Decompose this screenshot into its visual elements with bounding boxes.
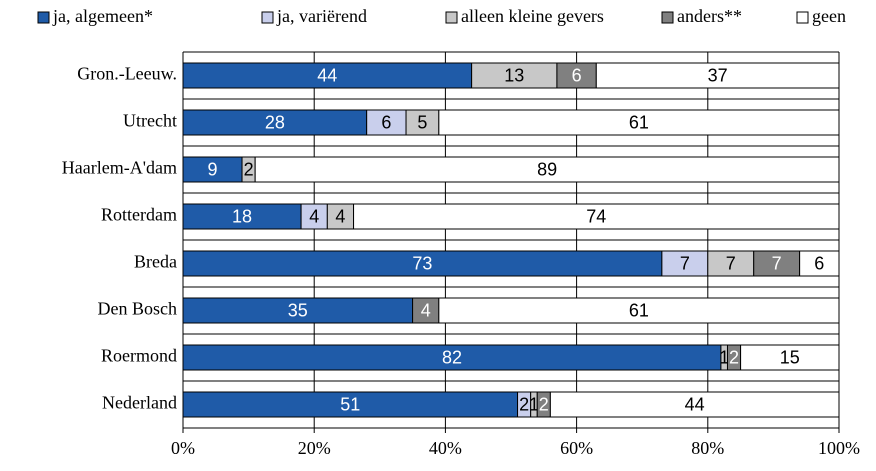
legend-label: geen — [812, 6, 846, 26]
data-label: 7 — [772, 253, 782, 273]
data-label: 37 — [708, 65, 728, 85]
data-label: 4 — [421, 300, 431, 320]
bar-segment — [740, 344, 840, 371]
data-label: 4 — [335, 206, 345, 226]
bar-segment — [182, 250, 663, 277]
x-tick-label: 60% — [560, 438, 593, 458]
bar-segment — [353, 203, 840, 230]
bar-segment — [707, 250, 755, 277]
bar-segment — [182, 344, 722, 371]
x-tick-label: 0% — [171, 438, 195, 458]
data-label: 89 — [537, 159, 557, 179]
legend-swatch — [261, 11, 274, 24]
y-tick-label: Roermond — [101, 346, 177, 366]
data-label: 61 — [629, 300, 649, 320]
data-label: 44 — [317, 65, 337, 85]
y-tick-label: Rotterdam — [101, 205, 177, 225]
data-label: 4 — [309, 206, 319, 226]
bar-segment — [182, 391, 519, 418]
data-label: 2 — [519, 394, 529, 414]
data-label: 1 — [529, 394, 539, 414]
data-label: 2 — [539, 394, 549, 414]
bar-segment — [556, 62, 597, 89]
data-label: 15 — [780, 347, 800, 367]
bar-segment — [799, 250, 840, 277]
legend-swatch — [445, 11, 458, 24]
data-label: 51 — [340, 394, 360, 414]
data-label: 2 — [244, 159, 254, 179]
data-label: 44 — [685, 394, 705, 414]
data-label: 7 — [680, 253, 690, 273]
bar-segment — [182, 297, 414, 324]
data-label: 28 — [265, 112, 285, 132]
data-label: 5 — [417, 112, 427, 132]
data-label: 74 — [586, 206, 606, 226]
data-label: 61 — [629, 112, 649, 132]
bar-segment — [182, 156, 243, 183]
data-label: 7 — [726, 253, 736, 273]
data-label: 9 — [208, 159, 218, 179]
bar-segment — [300, 203, 328, 230]
data-label: 13 — [504, 65, 524, 85]
bar-segment — [326, 203, 355, 230]
y-tick-label: Den Bosch — [98, 299, 178, 319]
x-tick-label: 80% — [691, 438, 724, 458]
bar-segment — [753, 250, 801, 277]
x-tick-label: 100% — [818, 438, 860, 458]
y-tick-label: Haarlem-A'dam — [62, 158, 177, 178]
data-label: 6 — [814, 253, 824, 273]
legend-label: alleen kleine gevers — [461, 6, 604, 26]
bar-segment — [438, 109, 840, 136]
data-label: 35 — [288, 300, 308, 320]
bar-segment — [595, 62, 840, 89]
bar-segment — [254, 156, 840, 183]
y-tick-label: Nederland — [102, 393, 177, 413]
data-label: 73 — [412, 253, 432, 273]
legend-label: ja, variërend — [276, 6, 367, 26]
data-label: 6 — [381, 112, 391, 132]
x-tick-label: 20% — [298, 438, 331, 458]
data-label: 2 — [729, 347, 739, 367]
bar-segment — [549, 391, 840, 418]
legend-swatch — [661, 11, 674, 24]
legend-label: anders** — [677, 6, 742, 26]
legend-swatch — [796, 11, 809, 24]
bar-segment — [182, 62, 473, 89]
data-label: 18 — [232, 206, 252, 226]
data-label: 6 — [572, 65, 582, 85]
data-label: 82 — [442, 347, 462, 367]
bar-segment — [471, 62, 558, 89]
bar-segment — [182, 203, 302, 230]
data-label: 1 — [719, 347, 729, 367]
bar-segment — [366, 109, 407, 136]
legend-label: ja, algemeen* — [52, 6, 153, 26]
x-tick-label: 40% — [429, 438, 462, 458]
y-tick-label: Gron.-Leeuw. — [77, 64, 177, 84]
bar-segment — [438, 297, 840, 324]
legend-swatch — [37, 11, 50, 24]
y-tick-label: Utrecht — [123, 111, 177, 131]
y-tick-label: Breda — [134, 252, 177, 272]
